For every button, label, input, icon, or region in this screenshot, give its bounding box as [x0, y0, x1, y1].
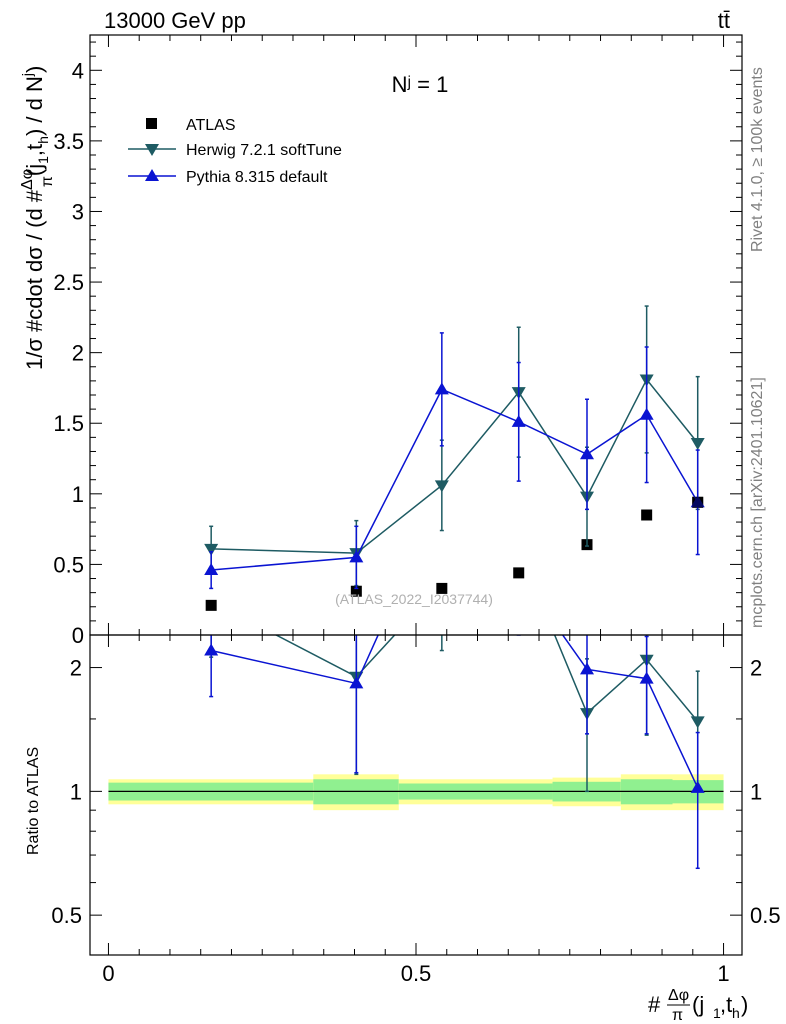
- pythia-point: [434, 382, 449, 395]
- atlas-data-point: [513, 567, 525, 579]
- svg-text:h: h: [732, 1005, 740, 1021]
- svg-text:): ): [741, 992, 748, 1017]
- y-tick-label-zero: 0: [72, 623, 84, 648]
- svg-text:,t: ,t: [720, 992, 732, 1017]
- analysis-watermark: (ATLAS_2022_I2037744): [335, 591, 493, 607]
- herwig-point: [204, 543, 219, 556]
- x-tick-label: 1: [717, 961, 729, 986]
- herwig-ratio-point: [690, 716, 705, 729]
- atlas-data-point: [692, 496, 704, 508]
- svg-text:Δφ: Δφ: [668, 987, 689, 1004]
- ratio-panel: 0.5 0.5 1 1 2 2 0 0.5 1: [51, 543, 781, 986]
- pythia-ratio-point: [349, 676, 364, 689]
- x-axis-label: # Δφ π (j 1 ,t h ): [648, 987, 748, 1024]
- y-tick-label: 3.5: [53, 129, 84, 154]
- y-tick-label: 0.5: [53, 552, 84, 577]
- x-tick-label: 0: [102, 961, 114, 986]
- legend-entry-herwig: Herwig 7.2.1 softTune: [128, 142, 342, 159]
- legend-marker-pythia: [145, 169, 159, 181]
- legend-label-atlas: ATLAS: [186, 117, 236, 134]
- legend-entry-pythia: Pythia 8.315 default: [128, 169, 328, 186]
- x-tick-label: 0.5: [401, 961, 432, 986]
- y-tick-label: 3: [72, 199, 84, 224]
- pythia-point: [349, 550, 364, 563]
- pythia-line: [211, 388, 699, 571]
- pythia-point: [639, 407, 654, 420]
- svg-text:(j: (j: [692, 992, 704, 1017]
- pythia-ratio-line: [211, 635, 699, 789]
- mcplots-label: mcplots.cern.ch [arXiv:2401.10621]: [749, 377, 766, 628]
- pythia-ratio-point: [204, 643, 219, 656]
- atlas-data-point: [205, 599, 217, 611]
- ratio-tick-label: 2: [70, 656, 82, 681]
- chart-title: Nʲ = 1: [392, 72, 449, 97]
- pythia-point: [579, 447, 594, 460]
- herwig-point: [434, 480, 449, 493]
- pythia-ratio-point: [579, 662, 594, 675]
- legend-marker-atlas: [146, 118, 157, 129]
- ratio-y-label: Ratio to ATLAS: [25, 747, 42, 855]
- header-right: tt̄: [718, 8, 730, 33]
- herwig-point: [690, 438, 705, 450]
- svg-text:1/σ #cdot dσ / (d #Δφπ(j1,th): 1/σ #cdot dσ / (d #Δφ π(j1,th) / d Nj): [19, 66, 56, 370]
- svg-text:1: 1: [713, 1005, 721, 1021]
- pythia-point: [511, 414, 526, 427]
- y-tick-label: 1.5: [53, 411, 84, 436]
- atlas-data-point: [436, 582, 448, 594]
- legend-marker-herwig: [145, 144, 159, 156]
- svg-text:#: #: [648, 992, 661, 1017]
- pythia-ratio-point: [690, 780, 705, 793]
- main-panel: 0.5 1 1.5 2 2.5 3 3.5 4 0: [53, 34, 743, 648]
- legend-entry-atlas: ATLAS: [146, 117, 236, 134]
- y-axis-label: 1/σ #cdot dσ / (d #Δφ π(j1,th) / d Nj): [19, 66, 56, 370]
- y-tick-label: 2.5: [53, 270, 84, 295]
- legend: ATLAS Herwig 7.2.1 softTune Pythia 8.315…: [128, 117, 342, 186]
- pythia-ratio-point: [639, 671, 654, 684]
- atlas-data-point: [641, 509, 653, 521]
- ratio-tick-label-right: 1: [750, 779, 762, 804]
- herwig-line: [211, 378, 699, 554]
- rivet-label: Rivet 4.1.0, ≥ 100k events: [749, 67, 766, 252]
- legend-label-herwig: Herwig 7.2.1 softTune: [186, 142, 342, 159]
- ratio-tick-label: 0.5: [51, 903, 82, 928]
- y-tick-label: 4: [72, 58, 84, 83]
- ratio-tick-label-right: 2: [750, 656, 762, 681]
- y-tick-label: 2: [72, 341, 84, 366]
- atlas-data-point: [350, 585, 362, 597]
- ratio-tick-label: 1: [70, 779, 82, 804]
- header-left: 13000 GeV pp: [104, 8, 246, 33]
- legend-label-pythia: Pythia 8.315 default: [186, 169, 328, 186]
- pythia-point: [204, 563, 219, 576]
- y-tick-label: 1: [72, 482, 84, 507]
- ratio-tick-label-right: 0.5: [750, 903, 781, 928]
- svg-text:π: π: [672, 1007, 683, 1024]
- herwig-ratio-point: [512, 543, 526, 555]
